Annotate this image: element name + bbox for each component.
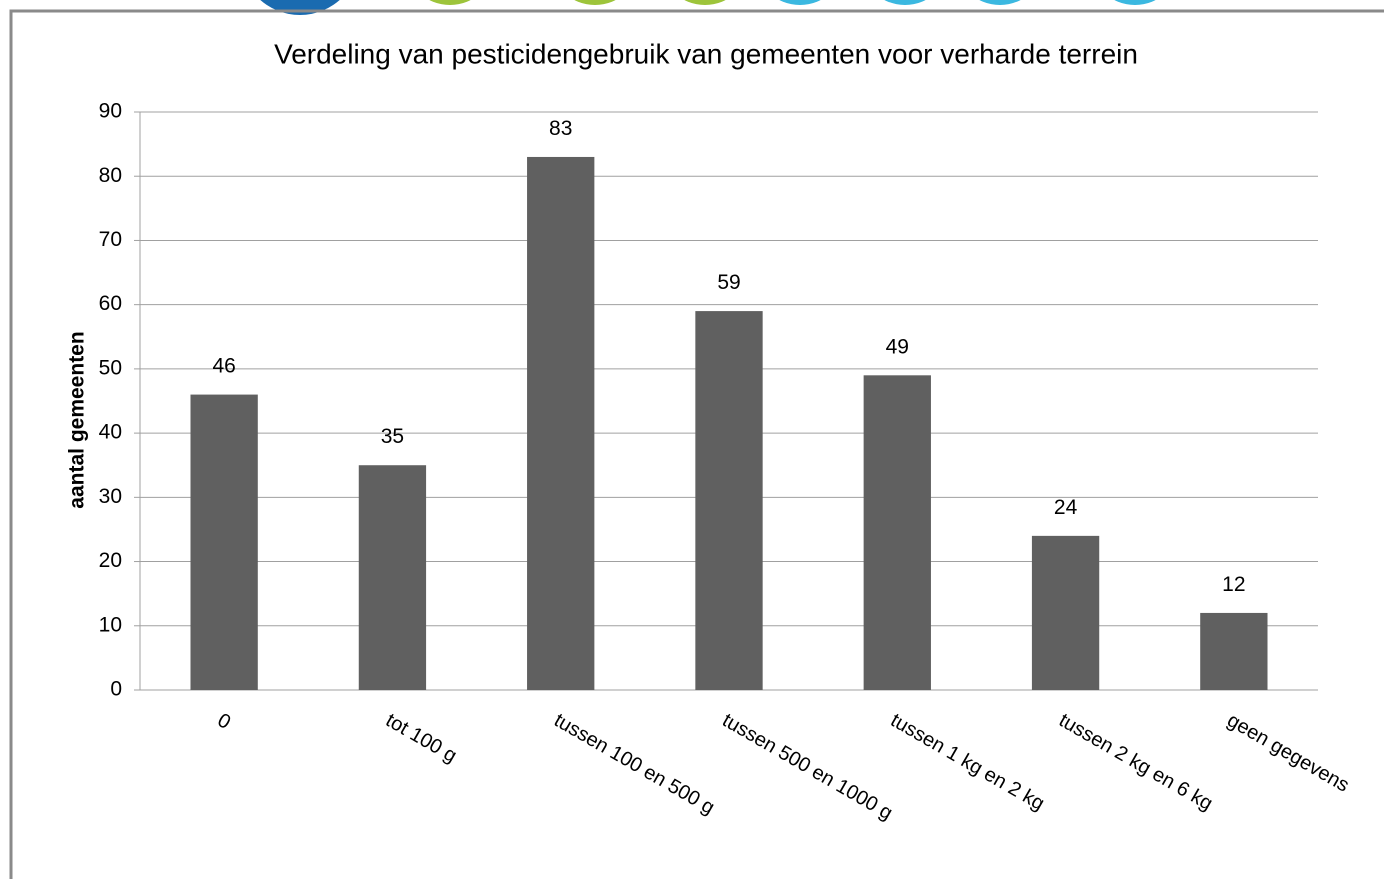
x-tick-label: tussen 100 en 500 g bbox=[550, 709, 718, 819]
bar bbox=[1031, 535, 1100, 690]
y-tick-label: 80 bbox=[99, 164, 122, 187]
data-label: 35 bbox=[381, 425, 404, 448]
data-label: 24 bbox=[1054, 496, 1078, 519]
y-tick-label: 0 bbox=[110, 678, 122, 701]
data-label: 12 bbox=[1222, 573, 1245, 596]
bar bbox=[190, 394, 258, 690]
bar bbox=[863, 375, 931, 690]
x-tick-label: 0 bbox=[214, 709, 235, 734]
y-tick-label: 30 bbox=[99, 485, 122, 508]
x-tick-label: tussen 500 en 1000 g bbox=[719, 709, 897, 824]
chart-frame bbox=[9, 9, 1384, 879]
y-axis-label: aantal gemeenten bbox=[66, 331, 89, 508]
bar bbox=[358, 465, 427, 690]
x-tick-label: tot 100 g bbox=[382, 709, 460, 767]
y-tick-label: 40 bbox=[99, 421, 122, 444]
data-label: 83 bbox=[549, 117, 572, 140]
data-label: 59 bbox=[717, 271, 740, 294]
bar bbox=[527, 156, 595, 690]
y-tick-label: 20 bbox=[99, 549, 122, 572]
bar bbox=[1200, 612, 1268, 690]
chart-title: Verdeling van pesticidengebruik van geme… bbox=[274, 38, 1138, 69]
data-label: 46 bbox=[212, 355, 235, 378]
y-tick-label: 90 bbox=[99, 100, 122, 123]
x-tick-label: geen gegevens bbox=[1223, 709, 1352, 796]
y-tick-label: 10 bbox=[99, 613, 122, 636]
logo-fragment bbox=[260, 0, 1156, 15]
bar bbox=[695, 311, 763, 690]
x-tick-label: tussen 2 kg en 6 kg bbox=[1055, 709, 1216, 815]
y-tick-label: 60 bbox=[99, 292, 122, 315]
y-tick-label: 50 bbox=[99, 356, 122, 379]
y-tick-label: 70 bbox=[99, 228, 122, 251]
x-tick-label: tussen 1 kg en 2 kg bbox=[887, 709, 1048, 815]
data-label: 49 bbox=[886, 335, 909, 358]
